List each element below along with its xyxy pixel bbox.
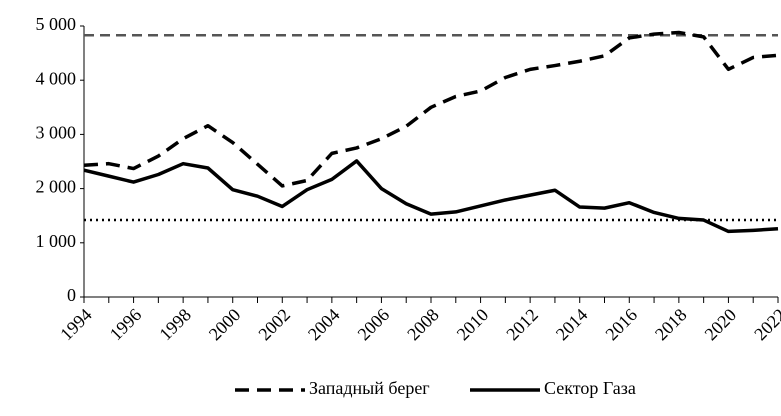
y-tick-label: 5 000 [36,14,77,34]
series-line [83,159,779,234]
x-tick-label: 2012 [502,305,542,345]
x-tick-label: 2008 [403,305,443,345]
x-tick-label: 2010 [453,305,493,345]
y-tick-label: 0 [67,285,76,305]
y-tick-label: 1 000 [36,231,77,251]
x-tick-label: 2002 [254,305,294,345]
x-tick-label: 2018 [651,305,691,345]
x-tick-label: 2022 [750,305,781,345]
series-line [83,30,779,188]
x-tick-label: 2016 [601,305,641,345]
x-tick-label: 1994 [56,305,96,345]
x-tick-label: 2006 [354,305,394,345]
x-tick-label: 1998 [155,305,195,345]
x-tick-label: 2020 [701,305,741,345]
x-tick-label: 2014 [552,305,592,345]
y-tick-label: 2 000 [36,177,77,197]
legend-label: Сектор Газа [544,378,636,398]
y-tick-label: 3 000 [36,123,77,143]
y-tick-label: 4 000 [36,68,77,88]
legend-label: Западный берег [309,378,430,398]
x-tick-label: 2004 [304,305,344,345]
x-tick-label: 2000 [205,305,245,345]
x-tick-label: 1996 [106,305,146,345]
